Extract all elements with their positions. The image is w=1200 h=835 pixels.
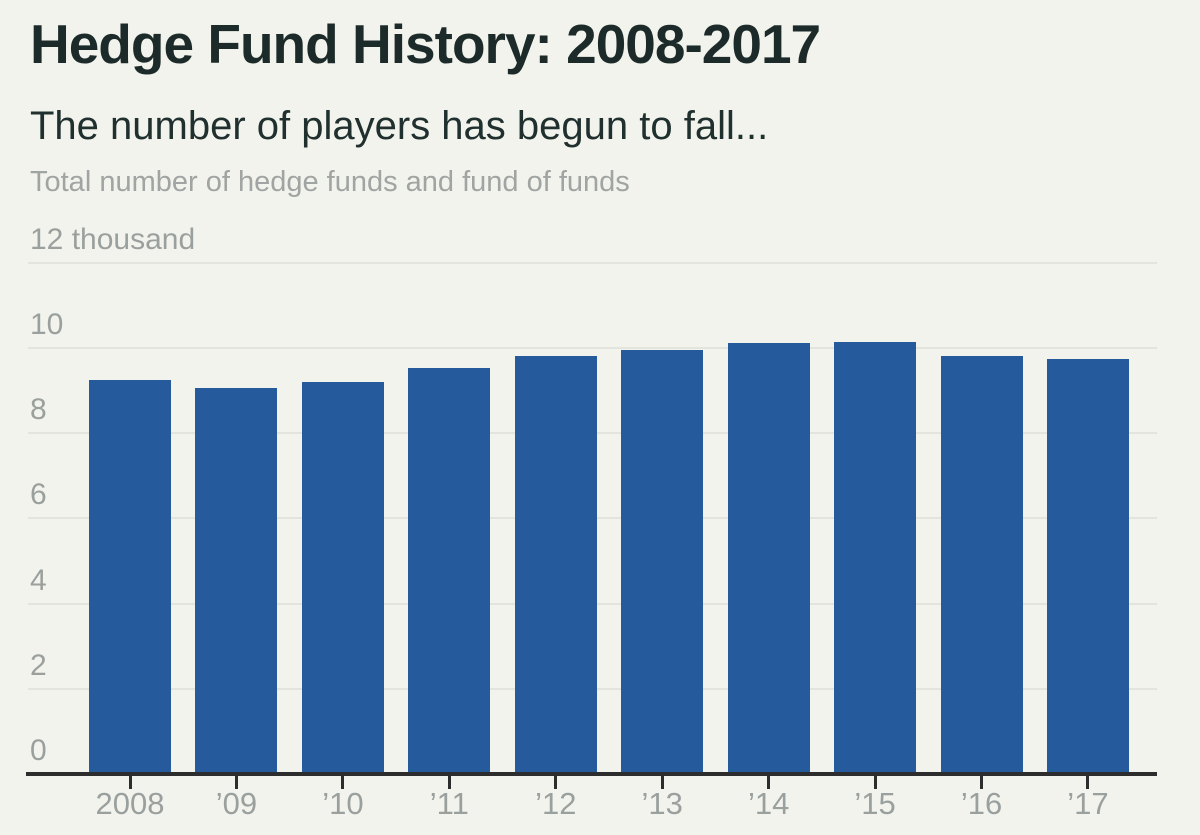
x-axis-tick-15 xyxy=(873,776,877,789)
y-axis-label-2: 2 xyxy=(30,648,47,682)
y-axis-label-12: 12 thousand xyxy=(30,222,196,256)
x-axis-tick-2008 xyxy=(128,776,132,789)
bar-09 xyxy=(195,388,278,774)
x-axis-tick-16 xyxy=(980,776,984,789)
chart-subtitle: The number of players has begun to fall.… xyxy=(30,104,769,148)
bar-2008 xyxy=(89,379,171,774)
x-axis-line xyxy=(26,772,1157,776)
x-axis-label-11: ’11 xyxy=(429,786,469,821)
x-axis-tick-14 xyxy=(767,776,771,789)
x-axis-tick-09 xyxy=(234,776,238,789)
x-axis-tick-13 xyxy=(660,776,664,789)
chart-description: Total number of hedge funds and fund of … xyxy=(30,166,630,198)
bar-15 xyxy=(834,341,917,774)
gridline-12 xyxy=(28,261,1157,264)
x-axis-label-13: ’13 xyxy=(641,786,683,821)
bar-17 xyxy=(1046,358,1129,774)
x-axis-label-09: ’09 xyxy=(215,786,258,821)
y-axis-label-10: 10 xyxy=(30,308,64,341)
y-axis-label-4: 4 xyxy=(30,563,47,597)
bar-16 xyxy=(940,355,1023,774)
x-axis-label-14: ’14 xyxy=(747,786,790,821)
y-axis-label-0: 0 xyxy=(30,734,47,767)
x-axis-label-15: ’15 xyxy=(854,786,896,821)
x-axis-tick-17 xyxy=(1086,776,1090,789)
bar-11 xyxy=(408,368,491,774)
gridline-10 xyxy=(28,347,1157,349)
x-axis-label-12: ’12 xyxy=(535,786,577,821)
bar-14 xyxy=(727,342,810,774)
x-axis-label-16: ’16 xyxy=(960,786,1003,821)
bar-13 xyxy=(621,350,704,774)
page-title: Hedge Fund History: 2008-2017 xyxy=(30,13,821,75)
y-axis-label-6: 6 xyxy=(30,478,47,512)
x-axis-tick-10 xyxy=(341,776,345,789)
bar-10 xyxy=(301,382,384,774)
x-axis-label-10: ’10 xyxy=(322,786,364,821)
bar-12 xyxy=(514,356,597,774)
x-axis-label-2008: 2008 xyxy=(95,786,165,821)
x-axis-tick-11 xyxy=(447,776,451,789)
x-axis-label-17: ’17 xyxy=(1067,786,1109,821)
y-axis-label-8: 8 xyxy=(30,393,47,427)
x-axis-tick-12 xyxy=(554,776,558,789)
